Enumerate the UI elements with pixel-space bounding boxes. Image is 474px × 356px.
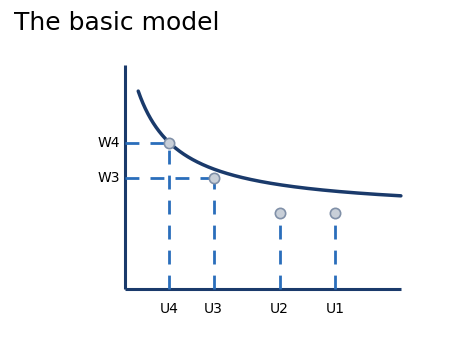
Point [210, 176, 217, 181]
Point [331, 210, 338, 215]
Text: W4: W4 [97, 136, 120, 150]
Point [276, 210, 283, 215]
Text: U3: U3 [204, 302, 223, 316]
Text: The basic model: The basic model [14, 11, 220, 35]
Text: U1: U1 [325, 302, 344, 316]
Text: U2: U2 [270, 302, 289, 316]
Text: W3: W3 [97, 171, 120, 185]
Text: U4: U4 [160, 302, 179, 316]
Point [165, 140, 173, 146]
